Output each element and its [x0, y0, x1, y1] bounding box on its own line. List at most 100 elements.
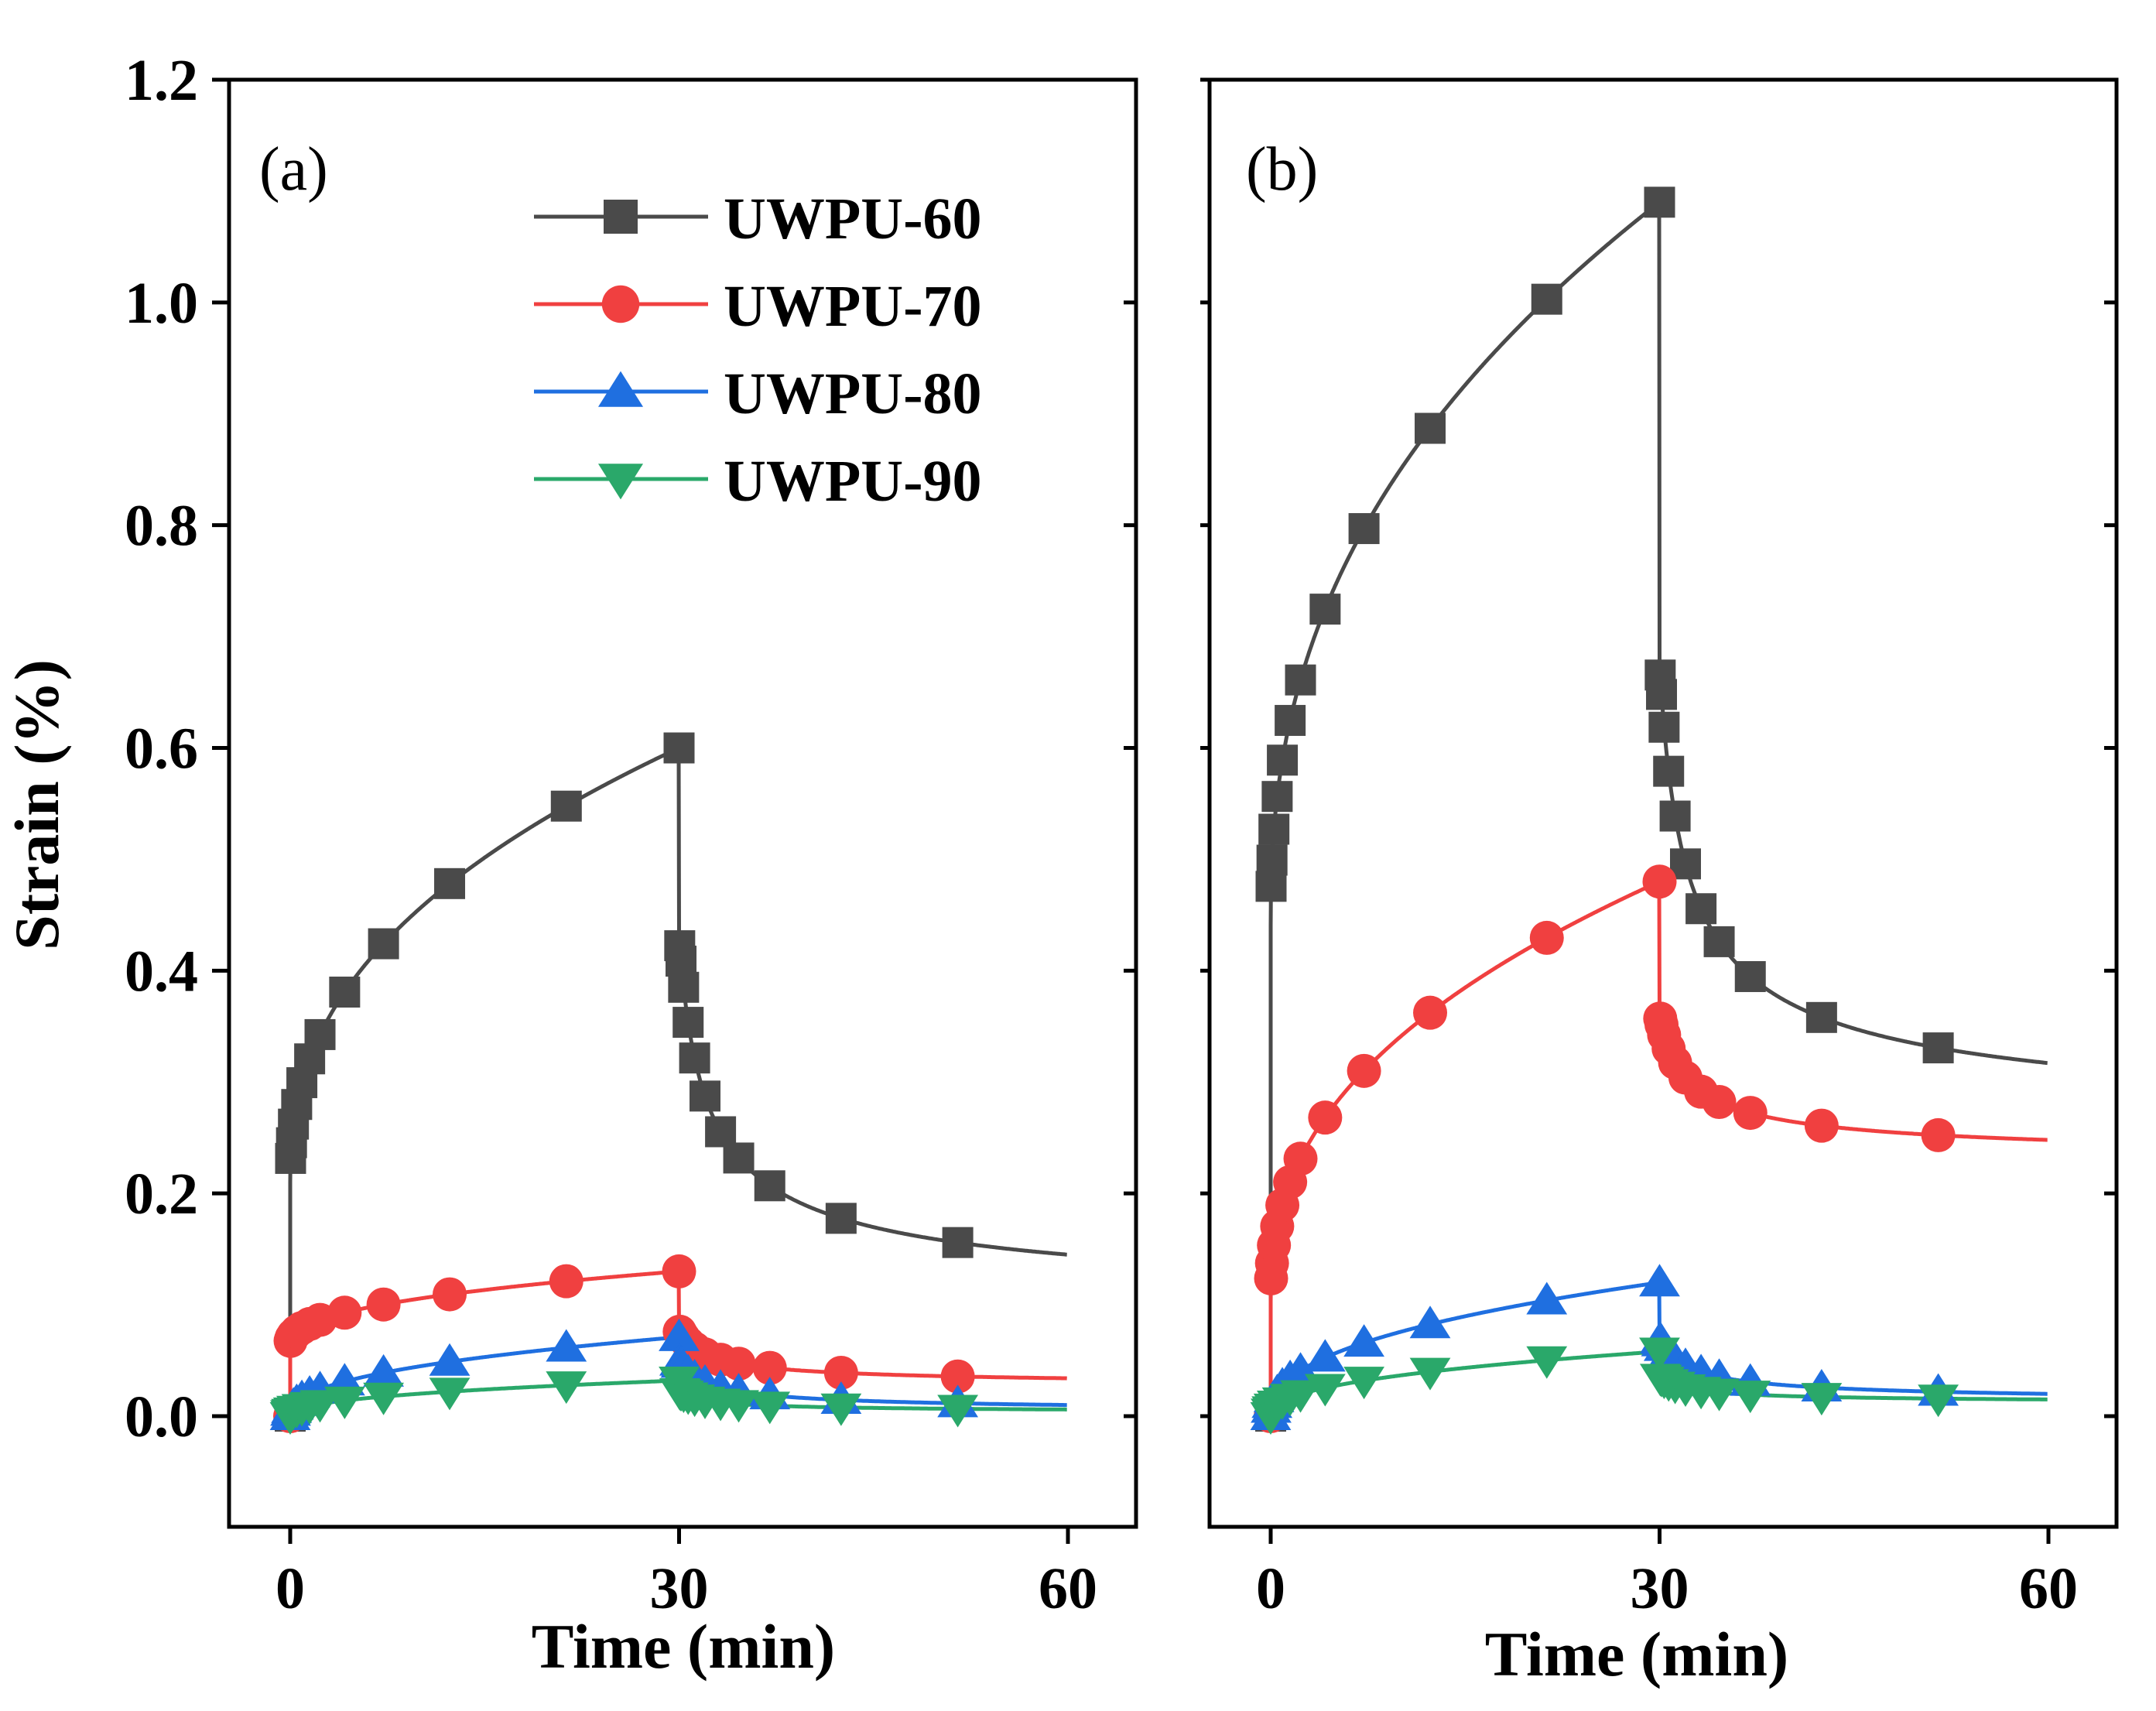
panel-b-markers: [1250, 186, 1959, 1435]
panel-a-marker-uwpu-70-20: [721, 1347, 756, 1381]
panel-a-xtick-label-60: 60: [1039, 1556, 1097, 1621]
panel-b-xtick-label-60: 60: [2019, 1556, 2078, 1621]
panel-a-ytick-label-0.4: 0.4: [125, 939, 198, 1004]
panel-b-marker-uwpu-90-12: [1639, 1337, 1680, 1371]
panel-b: (b) 0 30 60 Time (min): [1200, 77, 2119, 1689]
panel-a-marker-uwpu-60-11: [550, 790, 582, 822]
panel-a-marker-uwpu-90-10: [429, 1377, 471, 1411]
panel-b-marker-uwpu-60-10: [1415, 412, 1446, 444]
panel-b-marker-uwpu-90-21: [1730, 1381, 1771, 1414]
panel-a-x-axis-title: Time (min): [532, 1611, 836, 1682]
panel-a-marker-uwpu-70-11: [549, 1264, 583, 1299]
panel-b-marker-uwpu-60-4: [1261, 781, 1293, 813]
panel-b-marker-uwpu-60-21: [1734, 960, 1766, 992]
panel-b-plot-frame: [1207, 77, 2119, 1529]
legend-label-uwpu-80: UWPU-80: [724, 361, 982, 426]
panel-b-marker-uwpu-80-8: [1304, 1339, 1346, 1372]
legend-label-uwpu-60: UWPU-60: [724, 186, 982, 252]
panel-b-marker-uwpu-60-20: [1703, 926, 1735, 957]
panel-a-xtick-label-0: 0: [275, 1556, 305, 1621]
panel-a-ytick-label-0.2: 0.2: [125, 1162, 198, 1227]
panel-a-marker-uwpu-90-7: [299, 1390, 341, 1423]
panel-a-marker-uwpu-60-15: [668, 971, 700, 1003]
panel-b-marker-uwpu-90-23: [1918, 1384, 1959, 1418]
panel-b-marker-uwpu-60-16: [1653, 755, 1685, 787]
panel-b-marker-uwpu-60-3: [1258, 813, 1290, 845]
panel-a-marker-uwpu-90-21: [749, 1391, 791, 1425]
panel-a-marker-uwpu-70-9: [366, 1287, 401, 1322]
panel-a-xtick-labels: 0 30 60: [275, 1556, 1097, 1621]
panel-b-marker-uwpu-70-22: [1804, 1108, 1839, 1143]
panel-a-marker-uwpu-70-22: [823, 1355, 858, 1390]
panel-b-marker-uwpu-90-8: [1304, 1374, 1346, 1407]
panel-a-marker-uwpu-90-11: [546, 1371, 587, 1405]
panel-a-ytick-labels: 0.0 0.2 0.4 0.6 0.8 1.0 1.2: [125, 48, 198, 1449]
panel-b-marker-uwpu-70-12: [1642, 864, 1677, 899]
panel-a-marker-uwpu-80-11: [546, 1329, 587, 1362]
panel-a-marker-uwpu-60-19: [705, 1116, 737, 1148]
panel-a-marker-uwpu-70-21: [752, 1350, 787, 1385]
panel-a-marker-uwpu-70-23: [940, 1359, 975, 1394]
panel-b-marker-uwpu-60-6: [1275, 704, 1306, 736]
panel-b-marker-uwpu-90-10: [1409, 1357, 1451, 1391]
panel-a-marker-uwpu-70-12: [662, 1254, 696, 1288]
panel-b-marker-uwpu-70-20: [1702, 1085, 1737, 1120]
panel-b-marker-uwpu-70-10: [1413, 995, 1448, 1030]
panel-b-marker-uwpu-80-12: [1639, 1264, 1680, 1297]
panel-a-marker-uwpu-90-23: [937, 1394, 979, 1428]
panel-b-marker-uwpu-60-19: [1685, 893, 1717, 925]
panel-b-marker-uwpu-60-9: [1348, 513, 1380, 545]
panel-a-marker-uwpu-60-12: [663, 732, 695, 764]
panel-a-marker-uwpu-60-7: [304, 1018, 336, 1050]
panel-a-y-axis-title: Strain (%): [2, 659, 72, 950]
panel-b-marker-uwpu-60-23: [1922, 1032, 1954, 1064]
panel-b-marker-uwpu-70-11: [1529, 920, 1564, 955]
panel-a: (a) 0.0 0.2 0.4 0.6 0.8 1.0 1.2 0 30 60 Time (mi…: [2, 48, 1138, 1682]
legend-marker-uwpu-70: [601, 285, 640, 323]
panel-b-marker-uwpu-60-18: [1670, 848, 1701, 880]
panel-b-marker-uwpu-70-9: [1347, 1053, 1381, 1088]
panel-a-marker-uwpu-80-12: [659, 1318, 700, 1351]
panel-a-marker-uwpu-60-10: [434, 867, 466, 899]
legend-label-uwpu-70: UWPU-70: [724, 274, 982, 339]
panel-a-marker-uwpu-60-16: [672, 1007, 704, 1039]
panel-b-xtick-label-30: 30: [1631, 1556, 1689, 1621]
panel-a-ytick-label-0.0: 0.0: [125, 1384, 198, 1449]
panel-a-marker-uwpu-60-20: [723, 1142, 755, 1174]
panel-b-curves: [1268, 198, 2048, 1417]
panel-b-xtick-label-0: 0: [1256, 1556, 1285, 1621]
panel-a-plot-frame: [227, 77, 1138, 1529]
panel-a-marker-uwpu-90-8: [323, 1386, 365, 1419]
panel-a-marker-uwpu-90-9: [363, 1382, 404, 1415]
panel-b-marker-uwpu-60-22: [1805, 1001, 1837, 1033]
panel-b-marker-uwpu-60-17: [1659, 800, 1691, 832]
panel-a-ytick-label-1.0: 1.0: [125, 271, 198, 336]
panel-a-marker-uwpu-60-8: [329, 976, 361, 1008]
panel-a-markers: [269, 732, 979, 1435]
panel-b-marker-uwpu-90-9: [1343, 1367, 1384, 1400]
panel-a-marker-uwpu-70-8: [327, 1295, 362, 1330]
panel-b-marker-uwpu-90-7: [1280, 1380, 1321, 1413]
panel-b-marker-uwpu-70-23: [1921, 1117, 1956, 1152]
panel-b-marker-uwpu-70-21: [1733, 1096, 1768, 1131]
panel-a-marker-uwpu-60-22: [825, 1203, 857, 1234]
panel-a-marker-uwpu-90-20: [718, 1390, 759, 1423]
panel-b-marker-uwpu-80-10: [1409, 1305, 1451, 1339]
panel-a-ticks: [212, 77, 1136, 1544]
panel-b-curve-uwpu-60: [1268, 198, 2048, 1416]
panel-a-ytick-label-0.8: 0.8: [125, 494, 198, 559]
panel-a-xtick-label-30: 30: [650, 1556, 709, 1621]
panel-b-marker-uwpu-60-15: [1648, 711, 1680, 743]
panel-b-marker-uwpu-90-20: [1699, 1378, 1740, 1412]
panel-b-marker-uwpu-70-7: [1283, 1141, 1318, 1176]
panel-b-marker-uwpu-70-8: [1308, 1100, 1343, 1135]
panel-b-marker-uwpu-60-14: [1646, 679, 1678, 710]
panel-a-marker-uwpu-60-14: [666, 946, 697, 977]
legend-marker-uwpu-90: [597, 464, 644, 500]
panel-b-marker-uwpu-90-11: [1526, 1346, 1568, 1379]
panel-b-ticks: [1200, 77, 2117, 1544]
panel-b-x-axis-title: Time (min): [1485, 1619, 1789, 1689]
panel-a-ytick-label-1.2: 1.2: [125, 48, 198, 113]
panel-b-marker-uwpu-60-2: [1256, 844, 1288, 876]
